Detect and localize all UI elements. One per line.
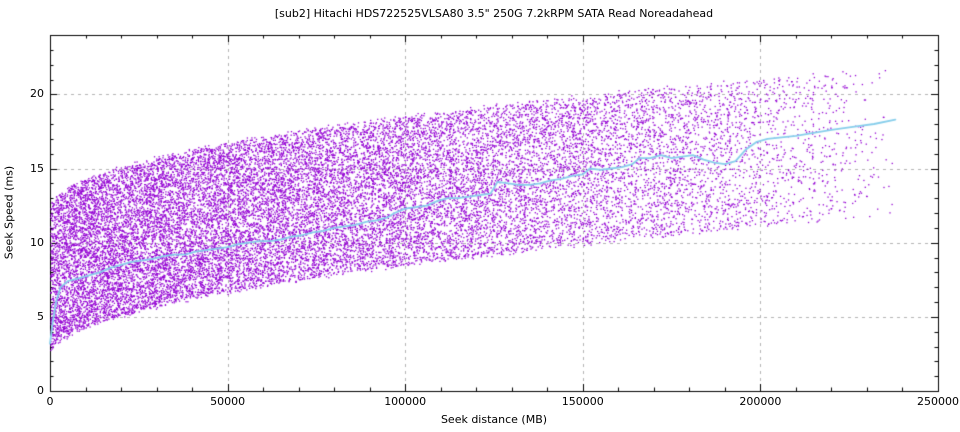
- y-tick-label: 10: [30, 235, 44, 249]
- y-tick-label: 20: [30, 87, 44, 101]
- x-axis-label: Seek distance (MB): [440, 413, 548, 426]
- chart-title: [sub2] Hitachi HDS722525VLSA80 3.5" 250G…: [274, 7, 714, 20]
- x-tick-label: 0: [46, 395, 54, 408]
- x-tick-label: 200000: [739, 395, 782, 408]
- x-tick-label: 250000: [917, 395, 959, 408]
- x-tick-label: 150000: [561, 395, 604, 408]
- y-tick-label: 0: [37, 384, 44, 397]
- y-tick-label: 15: [30, 161, 44, 175]
- y-tick-label: 5: [37, 309, 44, 323]
- x-tick-label: 100000: [384, 395, 427, 408]
- x-tick-label: 50000: [210, 395, 246, 408]
